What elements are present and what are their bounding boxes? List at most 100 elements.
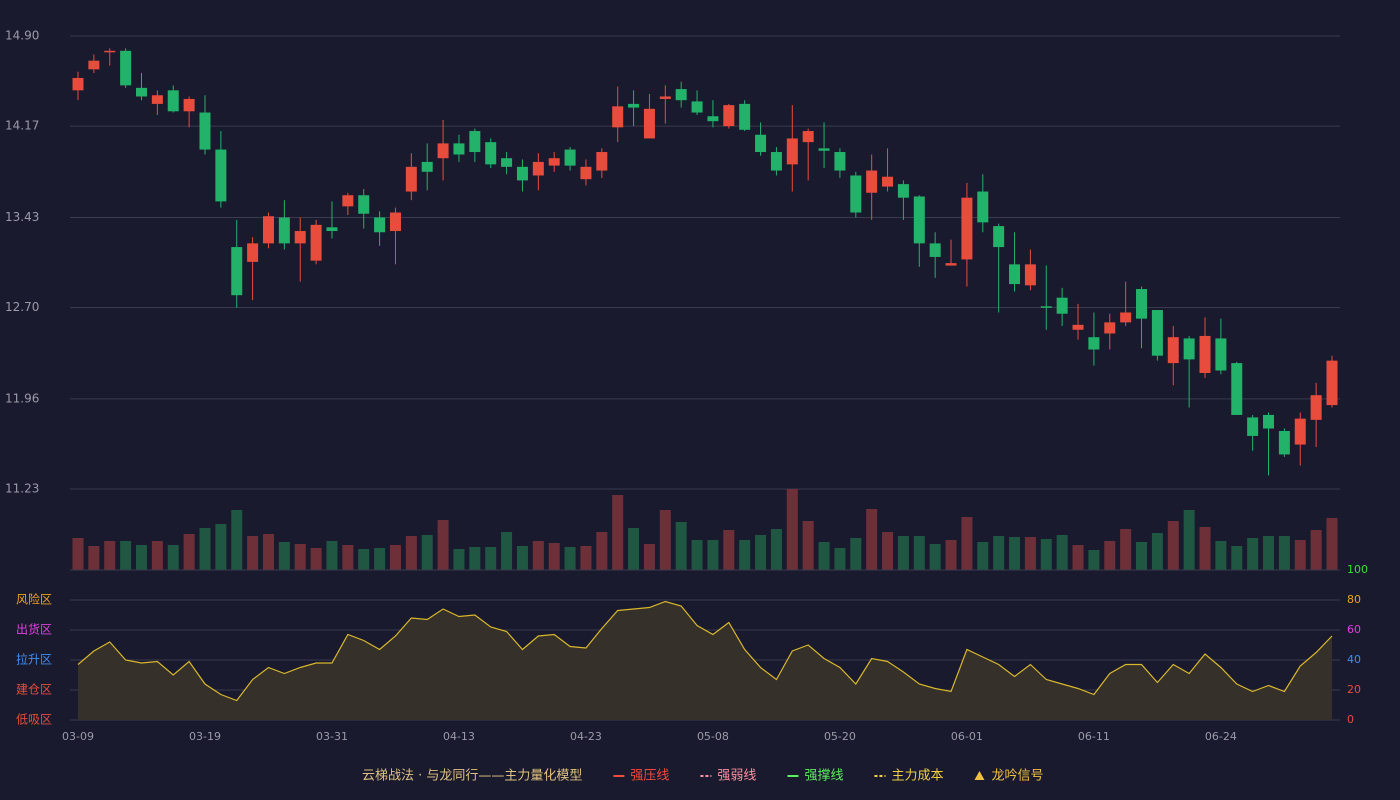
volume-bar	[596, 532, 608, 570]
candle-body	[167, 90, 179, 112]
candle-body	[374, 217, 386, 233]
candle-body	[72, 77, 84, 91]
candle-body	[675, 89, 687, 101]
candle-body	[1088, 337, 1100, 350]
candle-body	[564, 149, 576, 166]
volume-bar	[135, 545, 147, 570]
legend-label: 龙吟信号	[991, 768, 1043, 784]
volume-bar	[882, 532, 894, 570]
volume-bar	[770, 529, 782, 570]
candle-body	[1326, 360, 1338, 406]
volume-bar	[675, 522, 687, 570]
y-tick-label: 14.17	[5, 119, 39, 133]
x-tick-label: 06-01	[951, 730, 983, 743]
candle-body	[993, 226, 1005, 248]
candle-body	[691, 101, 703, 113]
legend-title: 云梯战法 · 与龙同行——主力量化模型	[362, 769, 582, 784]
candle-body	[469, 131, 481, 153]
x-tick-label: 04-13	[443, 730, 475, 743]
volume-bar	[72, 538, 84, 570]
candle-body	[104, 50, 116, 53]
y-tick-label: 12.70	[5, 300, 39, 314]
volume-bar	[294, 544, 306, 570]
x-tick-label: 06-11	[1078, 730, 1110, 743]
volume-bar	[485, 547, 497, 570]
volume-bar	[1009, 537, 1021, 570]
volume-bar	[199, 528, 211, 570]
candle-body	[1009, 264, 1021, 285]
volume-bar	[834, 548, 846, 570]
legend-marker	[974, 771, 985, 780]
candle-body	[1231, 363, 1243, 415]
candle-body	[1056, 297, 1068, 314]
candle-body	[596, 152, 608, 171]
zone-label: 拉升区	[16, 652, 52, 667]
volume-bar	[278, 542, 290, 570]
volume-bar	[215, 524, 227, 570]
volume-bar	[612, 495, 624, 570]
candle-body	[1278, 430, 1290, 455]
candle-body	[548, 158, 560, 166]
volume-bar	[1183, 510, 1195, 570]
candle-body	[818, 148, 830, 151]
candle-body	[532, 161, 544, 176]
candle-body	[977, 191, 989, 223]
volume-bar	[1167, 521, 1179, 570]
candle-body	[786, 138, 798, 165]
volume-bar	[580, 546, 592, 570]
candle-body	[1104, 322, 1116, 334]
volume-bar	[389, 545, 401, 570]
volume-bar	[1310, 530, 1322, 570]
candle-body	[897, 184, 909, 198]
volume-bar	[707, 540, 719, 570]
zone-label: 出货区	[16, 622, 52, 637]
volume-bar	[437, 520, 449, 570]
y-tick-label: 40	[1347, 653, 1361, 666]
volume-bar	[1278, 536, 1290, 570]
volume-bar	[1120, 529, 1132, 570]
volume-bar	[913, 536, 925, 570]
candle-body	[1247, 417, 1259, 436]
legend-label: 强撑线	[804, 769, 843, 784]
y-tick-label: 100	[1347, 563, 1368, 576]
candle-body	[612, 106, 624, 128]
candle-body	[1294, 418, 1306, 445]
y-tick-label: 60	[1347, 623, 1361, 636]
candle-body	[501, 158, 513, 167]
volume-bar	[231, 510, 243, 570]
candle-body	[834, 152, 846, 171]
volume-bar	[374, 548, 386, 570]
volume-bar	[532, 541, 544, 570]
volume-bar	[691, 540, 703, 570]
candle-body	[755, 134, 767, 153]
volume-bar	[945, 540, 957, 570]
y-tick-label: 11.23	[5, 482, 39, 496]
y-tick-label: 20	[1347, 683, 1361, 696]
volume-bar	[501, 532, 513, 570]
volume-bar	[866, 509, 878, 570]
candle-body	[643, 108, 655, 139]
volume-bar	[1326, 518, 1338, 570]
candle-body	[1310, 395, 1322, 420]
candle-body	[389, 212, 401, 232]
candle-body	[135, 87, 147, 97]
volume-bar	[88, 546, 100, 570]
candle-body	[1183, 338, 1195, 360]
x-tick-label: 05-08	[697, 730, 729, 743]
zone-label: 风险区	[16, 592, 52, 607]
volume-bar	[548, 543, 560, 570]
candle-body	[739, 103, 751, 130]
y-tick-label: 11.96	[5, 391, 39, 405]
candle-body	[437, 143, 449, 159]
candle-body	[342, 195, 354, 207]
volume-bar	[1231, 546, 1243, 570]
candle-body	[88, 60, 100, 70]
y-tick-label: 0	[1347, 713, 1354, 726]
x-tick-label: 06-24	[1205, 730, 1237, 743]
x-tick-label: 03-31	[316, 730, 348, 743]
volume-bar	[929, 544, 941, 570]
candle-body	[1199, 335, 1211, 373]
volume-bar	[183, 534, 195, 570]
candle-body	[453, 143, 465, 155]
candle-body	[723, 105, 735, 127]
